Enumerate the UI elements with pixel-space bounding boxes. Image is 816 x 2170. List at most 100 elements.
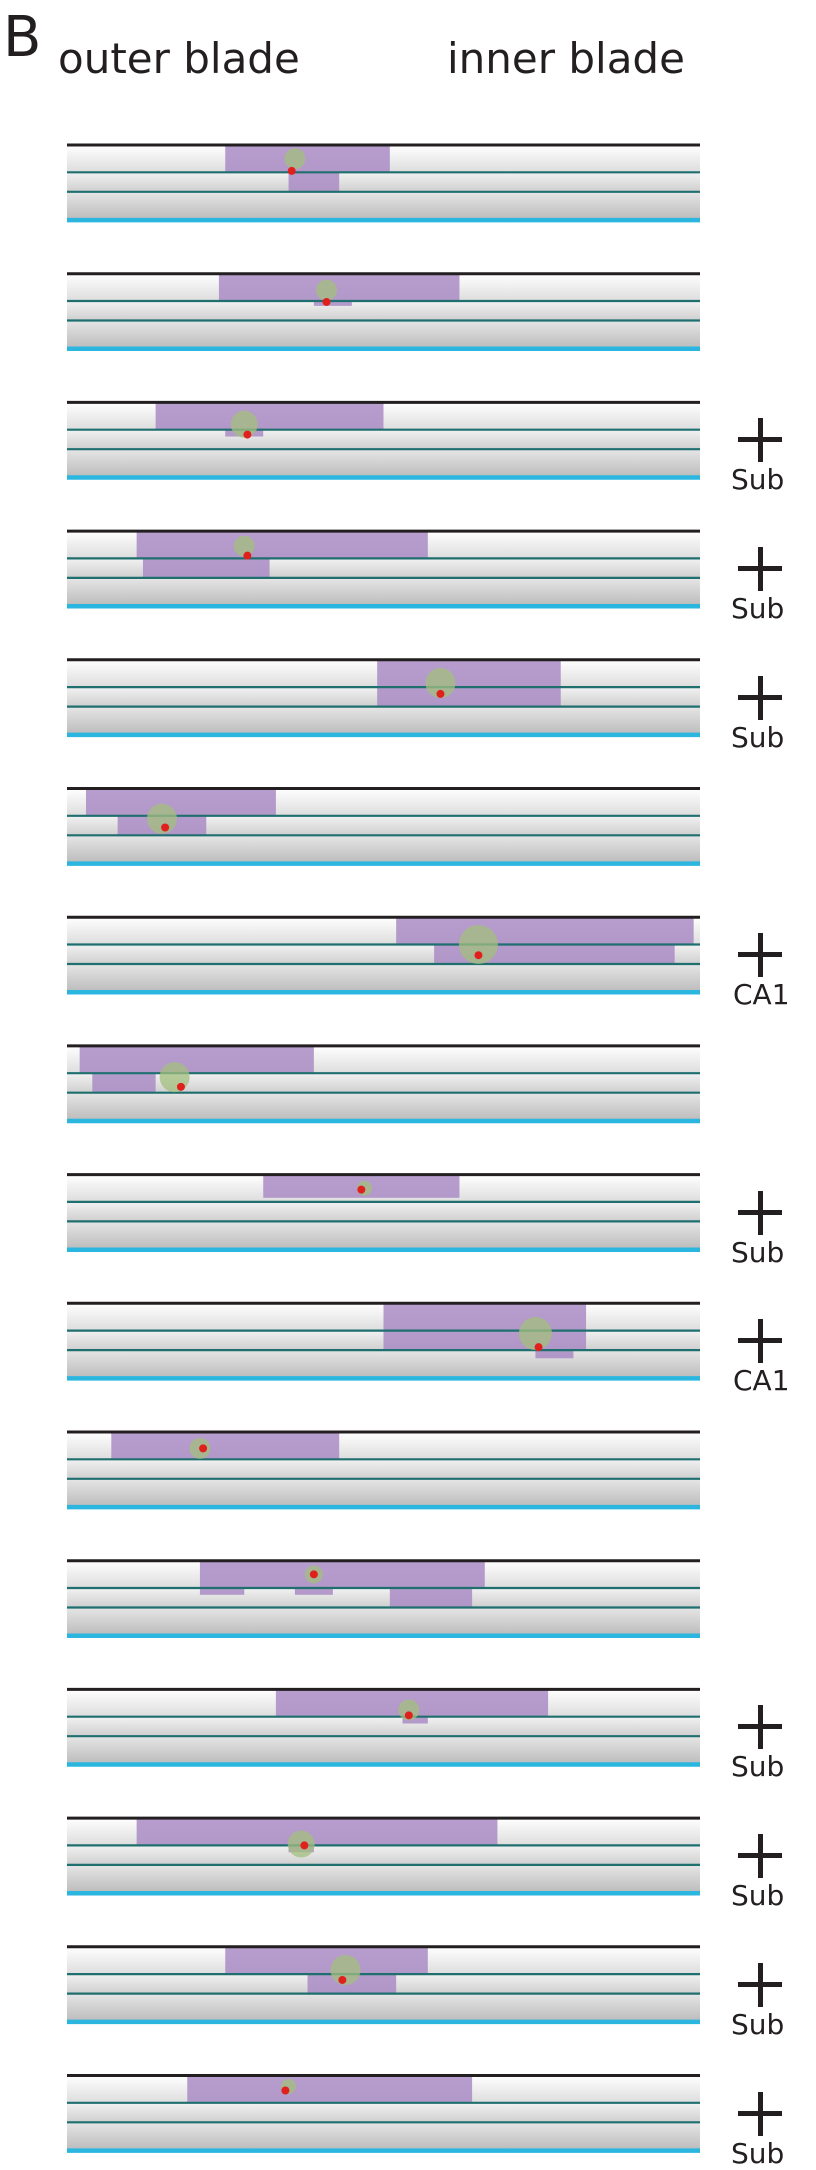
dendrite-extent-box bbox=[79, 1045, 314, 1074]
cell-soma bbox=[425, 668, 456, 699]
projection-label: Sub bbox=[731, 463, 785, 497]
dendrite-extent-box bbox=[218, 273, 460, 301]
dendrite-extent-box bbox=[389, 1588, 473, 1608]
granule-layer-band bbox=[67, 301, 700, 321]
hilus-band bbox=[67, 1864, 700, 1893]
soma-center-dot bbox=[243, 430, 252, 439]
soma-center-dot bbox=[243, 551, 252, 560]
dendrite-extent-box bbox=[225, 145, 390, 173]
dendrite-extent-box bbox=[313, 301, 352, 306]
soma-center-dot bbox=[404, 1711, 413, 1720]
projection-label: Sub bbox=[731, 2007, 785, 2041]
hilus-band bbox=[67, 1221, 700, 1249]
cell-soma bbox=[518, 1317, 552, 1351]
plus-icon bbox=[738, 418, 782, 463]
dendrite-extent-box bbox=[136, 1818, 498, 1846]
blade-strip bbox=[67, 1816, 700, 1896]
granule-layer-band bbox=[67, 429, 700, 450]
soma-center-dot bbox=[281, 2086, 290, 2095]
dendrite-extent-box bbox=[288, 172, 340, 192]
plus-icon bbox=[738, 1705, 782, 1750]
plus-icon bbox=[738, 1190, 782, 1235]
cell-soma bbox=[284, 148, 306, 170]
hilus-band bbox=[67, 2122, 700, 2150]
plus-icon bbox=[738, 933, 782, 978]
hilus-band bbox=[67, 577, 700, 606]
blade-strip bbox=[67, 1301, 700, 1381]
hilus-band bbox=[67, 964, 700, 992]
projection-label: Sub bbox=[731, 720, 785, 754]
dendrite-extent-box bbox=[383, 1303, 587, 1351]
hilus-band bbox=[67, 1607, 700, 1635]
hilus-band bbox=[67, 191, 700, 220]
hilus-band bbox=[67, 320, 700, 348]
cell-soma bbox=[316, 279, 338, 301]
projection-label: CA1 bbox=[733, 1364, 790, 1398]
soma-center-dot bbox=[534, 1343, 543, 1352]
granule-layer-band bbox=[67, 1716, 700, 1737]
hilus-band bbox=[67, 1350, 700, 1378]
blade-strip bbox=[67, 1559, 700, 1639]
dendrite-extent-box bbox=[155, 402, 384, 430]
granule-layer-band bbox=[67, 172, 700, 192]
plus-icon bbox=[738, 675, 782, 720]
dendrite-extent-box bbox=[225, 1946, 428, 1975]
soma-center-dot bbox=[322, 297, 331, 306]
hilus-band bbox=[67, 449, 700, 477]
blade-strip bbox=[67, 915, 700, 995]
dendrite-extent-box bbox=[294, 1588, 333, 1595]
blade-strip bbox=[67, 272, 700, 352]
soma-center-dot bbox=[176, 1082, 185, 1091]
granule-layer-band bbox=[67, 1201, 700, 1222]
cell-soma bbox=[398, 1699, 420, 1721]
dendrite-extent-box bbox=[142, 558, 270, 578]
granule-layer-band bbox=[67, 2102, 700, 2123]
dendrite-extent-box bbox=[136, 531, 428, 559]
hilus-band bbox=[67, 835, 700, 863]
cell-soma bbox=[233, 535, 255, 557]
projection-label: CA1 bbox=[733, 978, 790, 1012]
plus-icon bbox=[738, 547, 782, 592]
soma-center-dot bbox=[161, 823, 170, 832]
hilus-band bbox=[67, 1993, 700, 2021]
hilus-band bbox=[67, 706, 700, 734]
hilus-band bbox=[67, 1478, 700, 1507]
cell-soma bbox=[230, 410, 258, 438]
cell-soma bbox=[458, 925, 498, 964]
dendrite-extent-box bbox=[377, 659, 561, 707]
granule-layer-band bbox=[67, 1588, 700, 1608]
blade-strip bbox=[67, 400, 700, 480]
dendrite-extent-box bbox=[199, 1588, 245, 1595]
hilus-band bbox=[67, 1092, 700, 1120]
dendrite-extent-box bbox=[402, 1716, 428, 1724]
dendrite-extent-box bbox=[199, 1560, 485, 1588]
projection-label: Sub bbox=[731, 1750, 785, 1784]
blade-strip bbox=[67, 1687, 700, 1767]
outer-blade-label: outer blade bbox=[58, 34, 300, 83]
soma-center-dot bbox=[357, 1185, 366, 1194]
cell-soma bbox=[146, 803, 177, 834]
inner-blade-label: inner blade bbox=[447, 34, 685, 83]
soma-center-dot bbox=[338, 1975, 347, 1984]
granule-layer-band bbox=[67, 1845, 700, 1865]
soma-center-dot bbox=[436, 689, 445, 698]
granule-layer-band bbox=[67, 1459, 700, 1479]
blade-strip bbox=[67, 143, 700, 223]
dendrite-extent-box bbox=[187, 2075, 473, 2103]
dendrite-extent-box bbox=[85, 788, 276, 816]
granule-layer-band bbox=[67, 1073, 700, 1093]
blade-strip bbox=[67, 787, 700, 866]
dendrite-extent-box bbox=[307, 1974, 397, 1994]
projection-label: Sub bbox=[731, 1879, 785, 1913]
granule-layer-band bbox=[67, 815, 700, 836]
dendrite-extent-box bbox=[92, 1073, 156, 1093]
blade-strip bbox=[67, 1044, 700, 1124]
soma-center-dot bbox=[300, 1841, 309, 1850]
projection-label: Sub bbox=[731, 592, 785, 626]
dendrite-extent-box bbox=[535, 1350, 574, 1359]
blade-strip bbox=[67, 1430, 700, 1510]
plus-icon bbox=[738, 1319, 782, 1364]
plus-icon bbox=[738, 2091, 782, 2136]
blade-strip bbox=[67, 529, 700, 609]
